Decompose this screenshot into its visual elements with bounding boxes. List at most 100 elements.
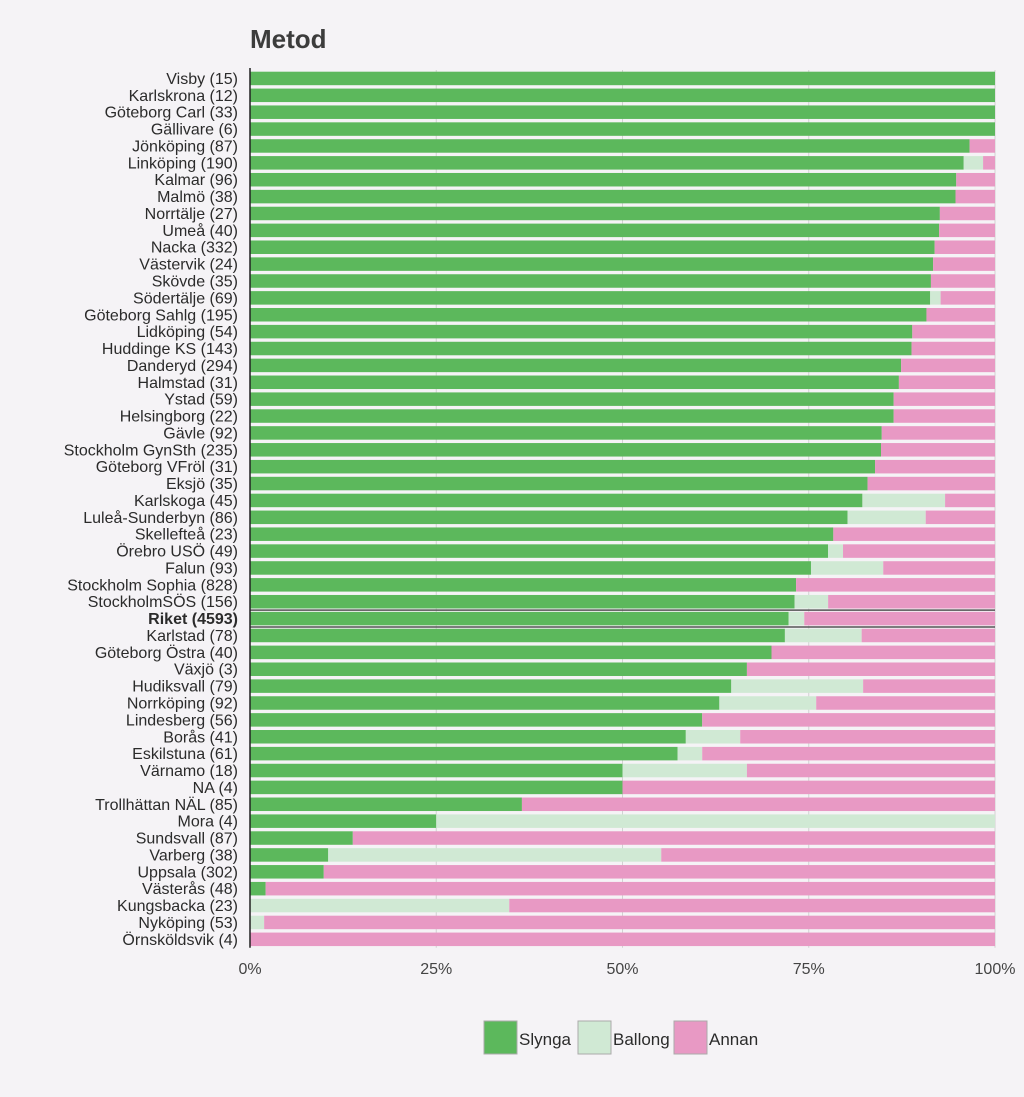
bar-slynga <box>250 628 785 643</box>
bar-ballong <box>622 763 747 778</box>
bar-annan <box>804 611 995 626</box>
bar-slynga <box>250 88 995 103</box>
category-label: Hudiksvall (79) <box>132 679 238 696</box>
bar-annan <box>983 156 995 170</box>
bar-slynga <box>250 156 964 170</box>
bar-ballong <box>930 291 941 305</box>
category-label: Jönköping (87) <box>132 138 238 155</box>
bar-slynga <box>250 476 868 491</box>
bar-slynga <box>250 881 266 896</box>
bar-annan <box>930 274 995 288</box>
bar-annan <box>898 375 995 390</box>
bar-slynga <box>250 763 623 778</box>
bar-slynga <box>250 257 934 271</box>
category-label: Visby (15) <box>166 71 238 88</box>
bar-slynga <box>250 223 940 238</box>
bar-slynga <box>250 409 894 423</box>
bar-annan <box>833 527 995 541</box>
bar-annan <box>863 679 995 693</box>
category-label: Västervik (24) <box>139 257 238 274</box>
bar-slynga <box>250 240 935 254</box>
bar-slynga <box>250 780 623 795</box>
legend-swatch-ballong <box>577 1020 612 1055</box>
bar-ballong <box>328 848 662 862</box>
bar-annan <box>881 426 995 440</box>
bar-ballong <box>862 493 946 508</box>
category-label: Skellefteå (23) <box>135 526 238 544</box>
bar-slynga <box>250 324 913 339</box>
category-label: Falun (93) <box>165 560 238 577</box>
category-label: Stockholm GynSth (235) <box>64 442 238 459</box>
x-tick-label: 50% <box>606 961 638 978</box>
category-label: Skövde (35) <box>152 274 238 291</box>
category-label: Lidköping (54) <box>137 324 238 341</box>
bar-slynga <box>250 510 848 525</box>
category-label: Växjö (3) <box>174 662 238 679</box>
category-label: Gällivare (6) <box>151 122 238 139</box>
bar-ballong <box>719 696 817 710</box>
bar-slynga <box>250 172 957 187</box>
bar-annan <box>843 544 995 558</box>
category-label: Riket (4593) <box>148 611 238 628</box>
category-label: Helsingborg (22) <box>120 409 238 426</box>
legend-label-ballong: Ballong <box>613 1030 670 1049</box>
bar-slynga <box>250 274 931 288</box>
bar-annan <box>352 831 995 845</box>
category-label: Halmstad (31) <box>138 375 238 392</box>
bar-annan <box>881 443 995 457</box>
category-label: Huddinge KS (143) <box>102 341 238 358</box>
bar-slynga <box>250 679 732 693</box>
bar-annan <box>875 459 995 474</box>
category-label: Ystad (59) <box>164 392 238 409</box>
category-label: Göteborg Carl (33) <box>105 105 238 122</box>
bar-annan <box>934 240 995 254</box>
bar-ballong <box>794 594 829 609</box>
category-label: Eksjö (35) <box>166 476 238 493</box>
bar-annan <box>702 746 995 761</box>
bar-slynga <box>250 443 882 457</box>
bar-annan <box>956 172 995 187</box>
bar-annan <box>702 713 995 727</box>
bar-slynga <box>250 578 797 592</box>
category-label: Värnamo (18) <box>140 763 238 780</box>
bar-slynga <box>250 206 940 221</box>
bar-annan <box>828 594 995 609</box>
bar-annan <box>893 392 995 406</box>
bar-annan <box>911 341 995 356</box>
bar-slynga <box>250 814 437 828</box>
bar-ballong <box>828 544 844 558</box>
category-label: Trollhättan NÄL (85) <box>95 796 238 814</box>
bar-slynga <box>250 308 927 322</box>
bar-slynga <box>250 662 747 676</box>
category-label: Södertälje (69) <box>133 290 238 307</box>
bar-ballong <box>810 561 884 575</box>
bar-slynga <box>250 527 834 541</box>
bar-annan <box>945 493 995 508</box>
category-label: Västerås (48) <box>142 880 238 898</box>
bar-annan <box>816 696 995 710</box>
bar-slynga <box>250 459 876 474</box>
bar-slynga <box>250 375 899 390</box>
bar-annan <box>746 763 995 778</box>
bar-ballong <box>677 746 703 761</box>
bar-slynga <box>250 341 912 356</box>
bar-slynga <box>250 122 995 136</box>
bar-annan <box>661 848 995 862</box>
category-label: Borås (41) <box>163 728 238 746</box>
category-label: Stockholm Sophia (828) <box>67 577 238 594</box>
legend-label-annan: Annan <box>709 1030 758 1049</box>
bar-annan <box>740 730 995 744</box>
bar-annan <box>933 257 995 271</box>
category-label: Göteborg VFröl (31) <box>96 459 238 476</box>
bar-annan <box>771 645 995 660</box>
bar-annan <box>940 291 995 305</box>
category-label: Örebro USÖ (49) <box>116 543 238 561</box>
category-label: Göteborg Östra (40) <box>95 644 238 662</box>
bar-annan <box>867 476 995 491</box>
category-label: Karlskrona (12) <box>129 88 238 105</box>
category-label: Norrköping (92) <box>127 696 238 713</box>
bar-ballong <box>250 915 265 930</box>
category-label: Göteborg Sahlg (195) <box>84 307 238 324</box>
bar-annan <box>912 324 995 339</box>
